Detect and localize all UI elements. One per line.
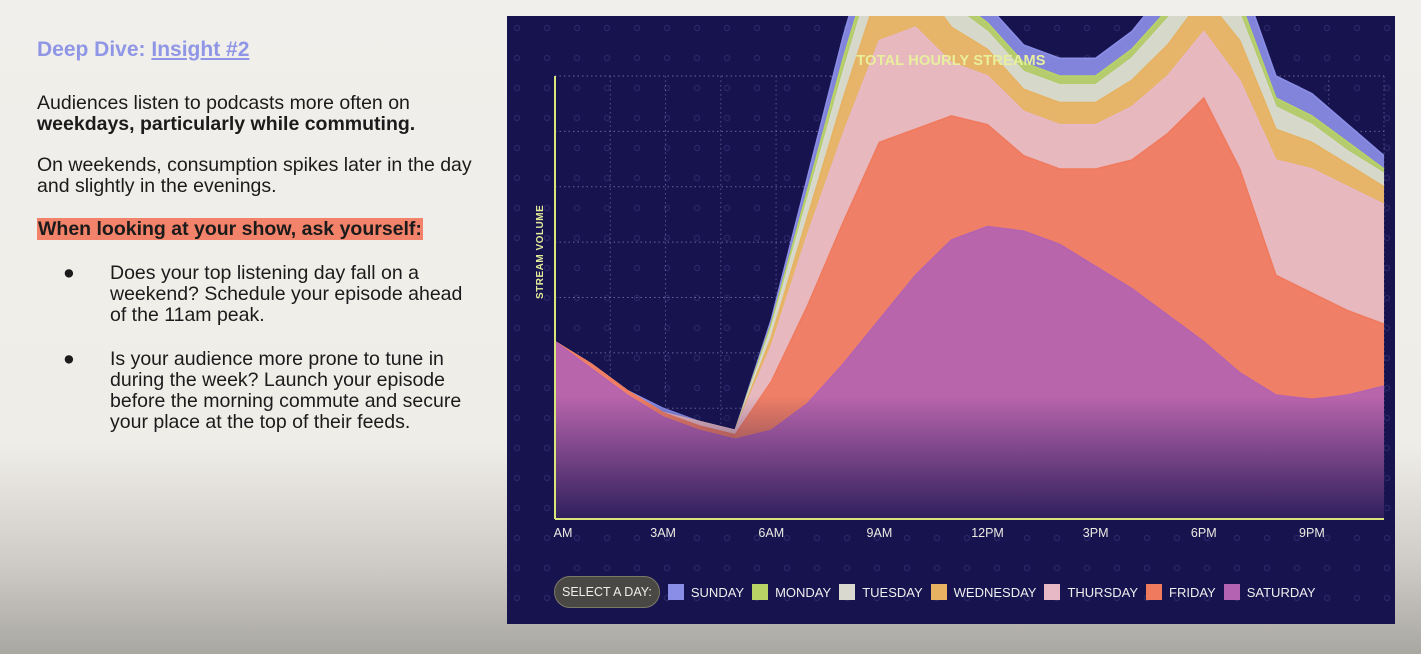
bullet-text: Does your top listening day fall on a we… <box>110 262 463 326</box>
title-prefix: Deep Dive: <box>37 38 152 61</box>
x-tick-label: 9AM <box>867 526 893 540</box>
legend-label: THURSDAY <box>1067 584 1139 600</box>
highlight-question: When looking at your show, ask yourself: <box>37 218 477 240</box>
legend-item-friday[interactable]: FRIDAY <box>1146 584 1216 600</box>
bullet-dot: ● <box>63 262 75 284</box>
x-tick-label: 6AM <box>758 526 784 540</box>
legend-item-tuesday[interactable]: TUESDAY <box>839 584 923 600</box>
monday-swatch <box>752 584 769 600</box>
bottom-fade <box>555 396 1385 519</box>
bullet-item: ● Does your top listening day fall on a w… <box>37 263 467 326</box>
day-legend: SELECT A DAY: SUNDAY MONDAY TUESDAY WEDN… <box>554 576 1316 608</box>
axes <box>554 76 1384 520</box>
legend-item-thursday[interactable]: THURSDAY <box>1044 584 1138 600</box>
chart-panel: AM 3AM 6AM 9AM 12PM 3PM 6PM 9PM TOTAL HOURLY ST… <box>507 16 1395 624</box>
insight-link[interactable]: Insight #2 <box>151 38 250 61</box>
insight-text-panel: Deep Dive: Insight #2 Audiences listen t… <box>37 38 477 433</box>
bullet-list: ● Does your top listening day fall on a w… <box>37 263 477 433</box>
legend-item-monday[interactable]: MONDAY <box>752 584 831 600</box>
x-tick-label: 6PM <box>1191 526 1217 540</box>
legend-item-saturday[interactable]: SATURDAY <box>1223 584 1316 600</box>
x-tick-label: 9PM <box>1299 526 1325 540</box>
y-axis-label: STREAM VOLUME <box>535 204 546 299</box>
x-tick-labels: AM 3AM 6AM 9AM 12PM 3PM 6PM 9PM <box>554 526 1325 540</box>
slide-title: Deep Dive: Insight #2 <box>37 38 477 62</box>
legend-label: TUESDAY <box>862 584 923 600</box>
thursday-swatch <box>1044 584 1061 600</box>
legend-label: MONDAY <box>775 584 832 600</box>
highlight-text: When looking at your show, ask yourself: <box>37 218 423 240</box>
legend-label: SUNDAY <box>690 584 745 600</box>
x-tick-label: 3PM <box>1083 526 1109 540</box>
bullet-item: ● Is your audience more prone to tune in … <box>37 349 467 433</box>
paragraph-weekdays-bold: weekdays, particularly while commuting. <box>37 113 416 135</box>
tuesday-swatch <box>839 584 856 600</box>
legend-item-sunday[interactable]: SUNDAY <box>667 584 745 600</box>
sunday-swatch <box>667 584 684 600</box>
x-tick-label: 3AM <box>650 526 676 540</box>
paragraph-weekdays: Audiences listen to podcasts more often … <box>37 93 477 135</box>
chart-title: TOTAL HOURLY STREAMS <box>856 53 1046 69</box>
bullet-dot: ● <box>63 348 75 370</box>
select-day-button[interactable]: SELECT A DAY: <box>554 576 660 608</box>
friday-swatch <box>1146 584 1163 600</box>
stream-area-chart: AM 3AM 6AM 9AM 12PM 3PM 6PM 9PM <box>507 16 1395 624</box>
legend-label: FRIDAY <box>1169 584 1216 600</box>
paragraph-weekends: On weekends, consumption spikes later in… <box>37 154 472 197</box>
paragraph-weekdays-text: Audiences listen to podcasts more often … <box>37 92 410 114</box>
x-tick-label: AM <box>554 526 573 540</box>
bullet-text: Is your audience more prone to tune in d… <box>110 348 462 433</box>
saturday-swatch <box>1223 584 1240 600</box>
legend-item-wednesday[interactable]: WEDNESDAY <box>930 584 1037 600</box>
legend-label: WEDNESDAY <box>953 584 1037 600</box>
legend-label: SATURDAY <box>1246 584 1316 600</box>
x-tick-label: 12PM <box>971 526 1004 540</box>
wednesday-swatch <box>930 584 947 600</box>
